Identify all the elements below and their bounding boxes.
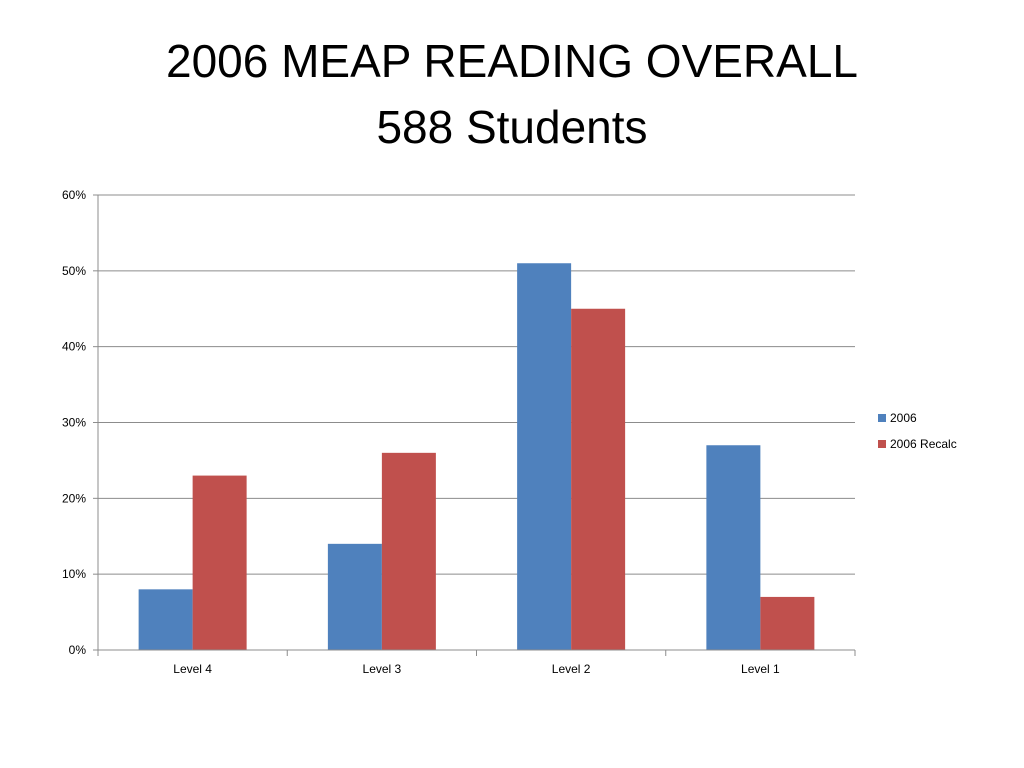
- title-line-1: 2006 MEAP READING OVERALL: [166, 35, 858, 87]
- y-tick-label: 10%: [62, 567, 86, 581]
- bar-2006: [706, 445, 761, 650]
- bar-2006-recalc: [381, 452, 436, 650]
- y-tick-label: 60%: [62, 188, 86, 202]
- legend-swatch: [878, 414, 886, 422]
- bar-2006-recalc: [571, 308, 626, 650]
- y-tick-label: 20%: [62, 491, 86, 505]
- bars: [138, 263, 815, 650]
- y-tick-label: 30%: [62, 416, 86, 430]
- legend-label: 2006: [890, 411, 917, 425]
- y-tick-label: 0%: [69, 643, 87, 657]
- legend: 2006 2006 Recalc: [878, 411, 957, 451]
- bar-2006-recalc: [192, 475, 247, 650]
- y-tick-label: 50%: [62, 264, 86, 278]
- axes: [93, 194, 856, 656]
- x-tick-label: Level 4: [173, 662, 212, 676]
- axis-labels: 0% 10% 20% 30% 40% 50% 60% Level 4 Level 3 Level …: [62, 188, 780, 676]
- y-tick-label: 40%: [62, 340, 86, 354]
- x-tick-label: Level 2: [552, 662, 591, 676]
- legend-swatch: [878, 440, 886, 448]
- bar-2006: [327, 543, 382, 650]
- x-tick-label: Level 1: [741, 662, 780, 676]
- title-line-2: 588 Students: [376, 101, 648, 153]
- bar-2006: [138, 589, 193, 650]
- x-tick-label: Level 3: [363, 662, 402, 676]
- legend-label: 2006 Recalc: [890, 437, 957, 451]
- bar-2006: [517, 263, 572, 650]
- slide-title: 2006 MEAP READING OVERALL 588 Students: [0, 28, 1024, 160]
- bar-2006-recalc: [760, 596, 815, 650]
